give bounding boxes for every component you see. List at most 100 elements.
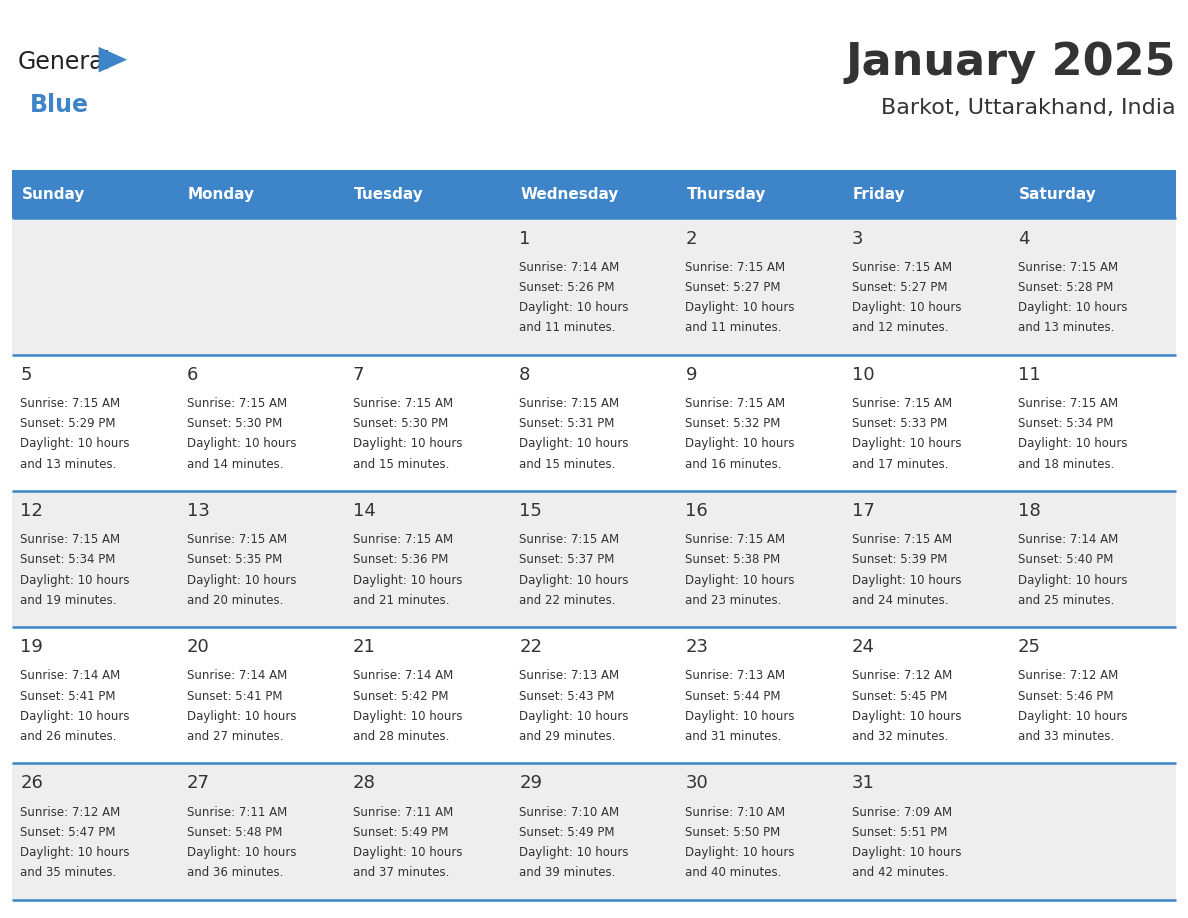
Text: 29: 29 [519, 775, 542, 792]
Text: Sunset: 5:48 PM: Sunset: 5:48 PM [187, 826, 282, 839]
Text: Sunset: 5:32 PM: Sunset: 5:32 PM [685, 417, 781, 431]
Text: Sunrise: 7:12 AM: Sunrise: 7:12 AM [20, 806, 120, 819]
Text: Sunset: 5:47 PM: Sunset: 5:47 PM [20, 826, 115, 839]
Text: Sunset: 5:35 PM: Sunset: 5:35 PM [187, 554, 282, 566]
Text: and 18 minutes.: and 18 minutes. [1018, 457, 1114, 471]
Text: 24: 24 [852, 638, 874, 656]
Text: Sunset: 5:30 PM: Sunset: 5:30 PM [187, 417, 282, 431]
Text: 23: 23 [685, 638, 708, 656]
Text: and 22 minutes.: and 22 minutes. [519, 594, 615, 607]
Text: 18: 18 [1018, 502, 1041, 520]
Text: Sunset: 5:29 PM: Sunset: 5:29 PM [20, 417, 115, 431]
Bar [1010, 170, 1176, 218]
Text: Daylight: 10 hours: Daylight: 10 hours [187, 437, 296, 451]
Text: Sunrise: 7:15 AM: Sunrise: 7:15 AM [1018, 397, 1118, 410]
Text: Daylight: 10 hours: Daylight: 10 hours [20, 574, 129, 587]
Text: Tuesday: Tuesday [354, 186, 424, 202]
Text: and 36 minutes.: and 36 minutes. [187, 867, 283, 879]
Text: Sunset: 5:41 PM: Sunset: 5:41 PM [20, 689, 115, 702]
Text: Daylight: 10 hours: Daylight: 10 hours [685, 710, 795, 722]
Text: Sunrise: 7:14 AM: Sunrise: 7:14 AM [20, 669, 120, 682]
Text: Daylight: 10 hours: Daylight: 10 hours [353, 574, 462, 587]
Text: 16: 16 [685, 502, 708, 520]
Text: 25: 25 [1018, 638, 1041, 656]
Text: Sunset: 5:41 PM: Sunset: 5:41 PM [187, 689, 282, 702]
Text: Sunrise: 7:15 AM: Sunrise: 7:15 AM [20, 533, 120, 546]
Text: Sunrise: 7:15 AM: Sunrise: 7:15 AM [852, 261, 952, 274]
Text: Sunrise: 7:15 AM: Sunrise: 7:15 AM [187, 397, 286, 410]
Text: Sunset: 5:44 PM: Sunset: 5:44 PM [685, 689, 781, 702]
Text: Sunrise: 7:15 AM: Sunrise: 7:15 AM [353, 533, 453, 546]
Text: 5: 5 [20, 365, 32, 384]
Text: and 20 minutes.: and 20 minutes. [187, 594, 283, 607]
Text: Daylight: 10 hours: Daylight: 10 hours [685, 301, 795, 314]
Text: Daylight: 10 hours: Daylight: 10 hours [685, 574, 795, 587]
Text: and 15 minutes.: and 15 minutes. [353, 457, 449, 471]
Text: and 25 minutes.: and 25 minutes. [1018, 594, 1114, 607]
Bar [12, 491, 1176, 627]
Text: 17: 17 [852, 502, 874, 520]
Text: General: General [18, 50, 110, 73]
Text: Sunrise: 7:10 AM: Sunrise: 7:10 AM [685, 806, 785, 819]
Text: Daylight: 10 hours: Daylight: 10 hours [852, 710, 961, 722]
Text: Sunset: 5:37 PM: Sunset: 5:37 PM [519, 554, 614, 566]
Text: Sunrise: 7:11 AM: Sunrise: 7:11 AM [187, 806, 286, 819]
Bar [12, 354, 1176, 491]
Text: Sunrise: 7:14 AM: Sunrise: 7:14 AM [1018, 533, 1118, 546]
Text: 13: 13 [187, 502, 209, 520]
Text: Wednesday: Wednesday [520, 186, 619, 202]
Text: Sunset: 5:49 PM: Sunset: 5:49 PM [519, 826, 614, 839]
Text: Sunrise: 7:13 AM: Sunrise: 7:13 AM [685, 669, 785, 682]
Text: Daylight: 10 hours: Daylight: 10 hours [852, 574, 961, 587]
Text: Daylight: 10 hours: Daylight: 10 hours [187, 574, 296, 587]
Text: 2: 2 [685, 230, 697, 248]
Text: 4: 4 [1018, 230, 1030, 248]
Text: and 31 minutes.: and 31 minutes. [685, 730, 782, 743]
Text: Sunrise: 7:12 AM: Sunrise: 7:12 AM [1018, 669, 1118, 682]
Text: and 42 minutes.: and 42 minutes. [852, 867, 948, 879]
Text: Daylight: 10 hours: Daylight: 10 hours [519, 301, 628, 314]
Text: Sunrise: 7:10 AM: Sunrise: 7:10 AM [519, 806, 619, 819]
Text: Sunrise: 7:15 AM: Sunrise: 7:15 AM [852, 533, 952, 546]
Bar [677, 170, 843, 218]
Text: 26: 26 [20, 775, 43, 792]
Text: Sunrise: 7:15 AM: Sunrise: 7:15 AM [353, 397, 453, 410]
Text: and 33 minutes.: and 33 minutes. [1018, 730, 1114, 743]
Text: Sunset: 5:40 PM: Sunset: 5:40 PM [1018, 554, 1113, 566]
Text: and 15 minutes.: and 15 minutes. [519, 457, 615, 471]
Text: Sunset: 5:38 PM: Sunset: 5:38 PM [685, 554, 781, 566]
Text: 30: 30 [685, 775, 708, 792]
Text: Daylight: 10 hours: Daylight: 10 hours [519, 574, 628, 587]
Text: and 14 minutes.: and 14 minutes. [187, 457, 283, 471]
Text: Sunrise: 7:15 AM: Sunrise: 7:15 AM [20, 397, 120, 410]
Bar [12, 170, 178, 218]
Text: 14: 14 [353, 502, 375, 520]
Text: Sunset: 5:43 PM: Sunset: 5:43 PM [519, 689, 614, 702]
Text: Sunset: 5:50 PM: Sunset: 5:50 PM [685, 826, 781, 839]
Text: Daylight: 10 hours: Daylight: 10 hours [685, 846, 795, 859]
Text: Barkot, Uttarakhand, India: Barkot, Uttarakhand, India [881, 98, 1176, 118]
Text: 22: 22 [519, 638, 542, 656]
Text: Sunset: 5:36 PM: Sunset: 5:36 PM [353, 554, 448, 566]
Text: Sunrise: 7:15 AM: Sunrise: 7:15 AM [1018, 261, 1118, 274]
Text: Daylight: 10 hours: Daylight: 10 hours [353, 710, 462, 722]
Text: Daylight: 10 hours: Daylight: 10 hours [1018, 710, 1127, 722]
Text: Sunset: 5:39 PM: Sunset: 5:39 PM [852, 554, 947, 566]
Bar [511, 170, 677, 218]
Text: Daylight: 10 hours: Daylight: 10 hours [852, 437, 961, 451]
Text: Sunset: 5:34 PM: Sunset: 5:34 PM [20, 554, 115, 566]
Text: Daylight: 10 hours: Daylight: 10 hours [852, 301, 961, 314]
Text: and 37 minutes.: and 37 minutes. [353, 867, 449, 879]
Text: Daylight: 10 hours: Daylight: 10 hours [519, 710, 628, 722]
Text: 7: 7 [353, 365, 365, 384]
Text: Daylight: 10 hours: Daylight: 10 hours [519, 437, 628, 451]
Text: and 13 minutes.: and 13 minutes. [1018, 321, 1114, 334]
Text: Sunset: 5:26 PM: Sunset: 5:26 PM [519, 281, 614, 294]
Text: Sunrise: 7:14 AM: Sunrise: 7:14 AM [353, 669, 453, 682]
Text: and 21 minutes.: and 21 minutes. [353, 594, 449, 607]
Text: Daylight: 10 hours: Daylight: 10 hours [1018, 437, 1127, 451]
Text: Daylight: 10 hours: Daylight: 10 hours [852, 846, 961, 859]
Text: and 24 minutes.: and 24 minutes. [852, 594, 948, 607]
Text: 3: 3 [852, 230, 864, 248]
Text: Sunrise: 7:15 AM: Sunrise: 7:15 AM [685, 261, 785, 274]
